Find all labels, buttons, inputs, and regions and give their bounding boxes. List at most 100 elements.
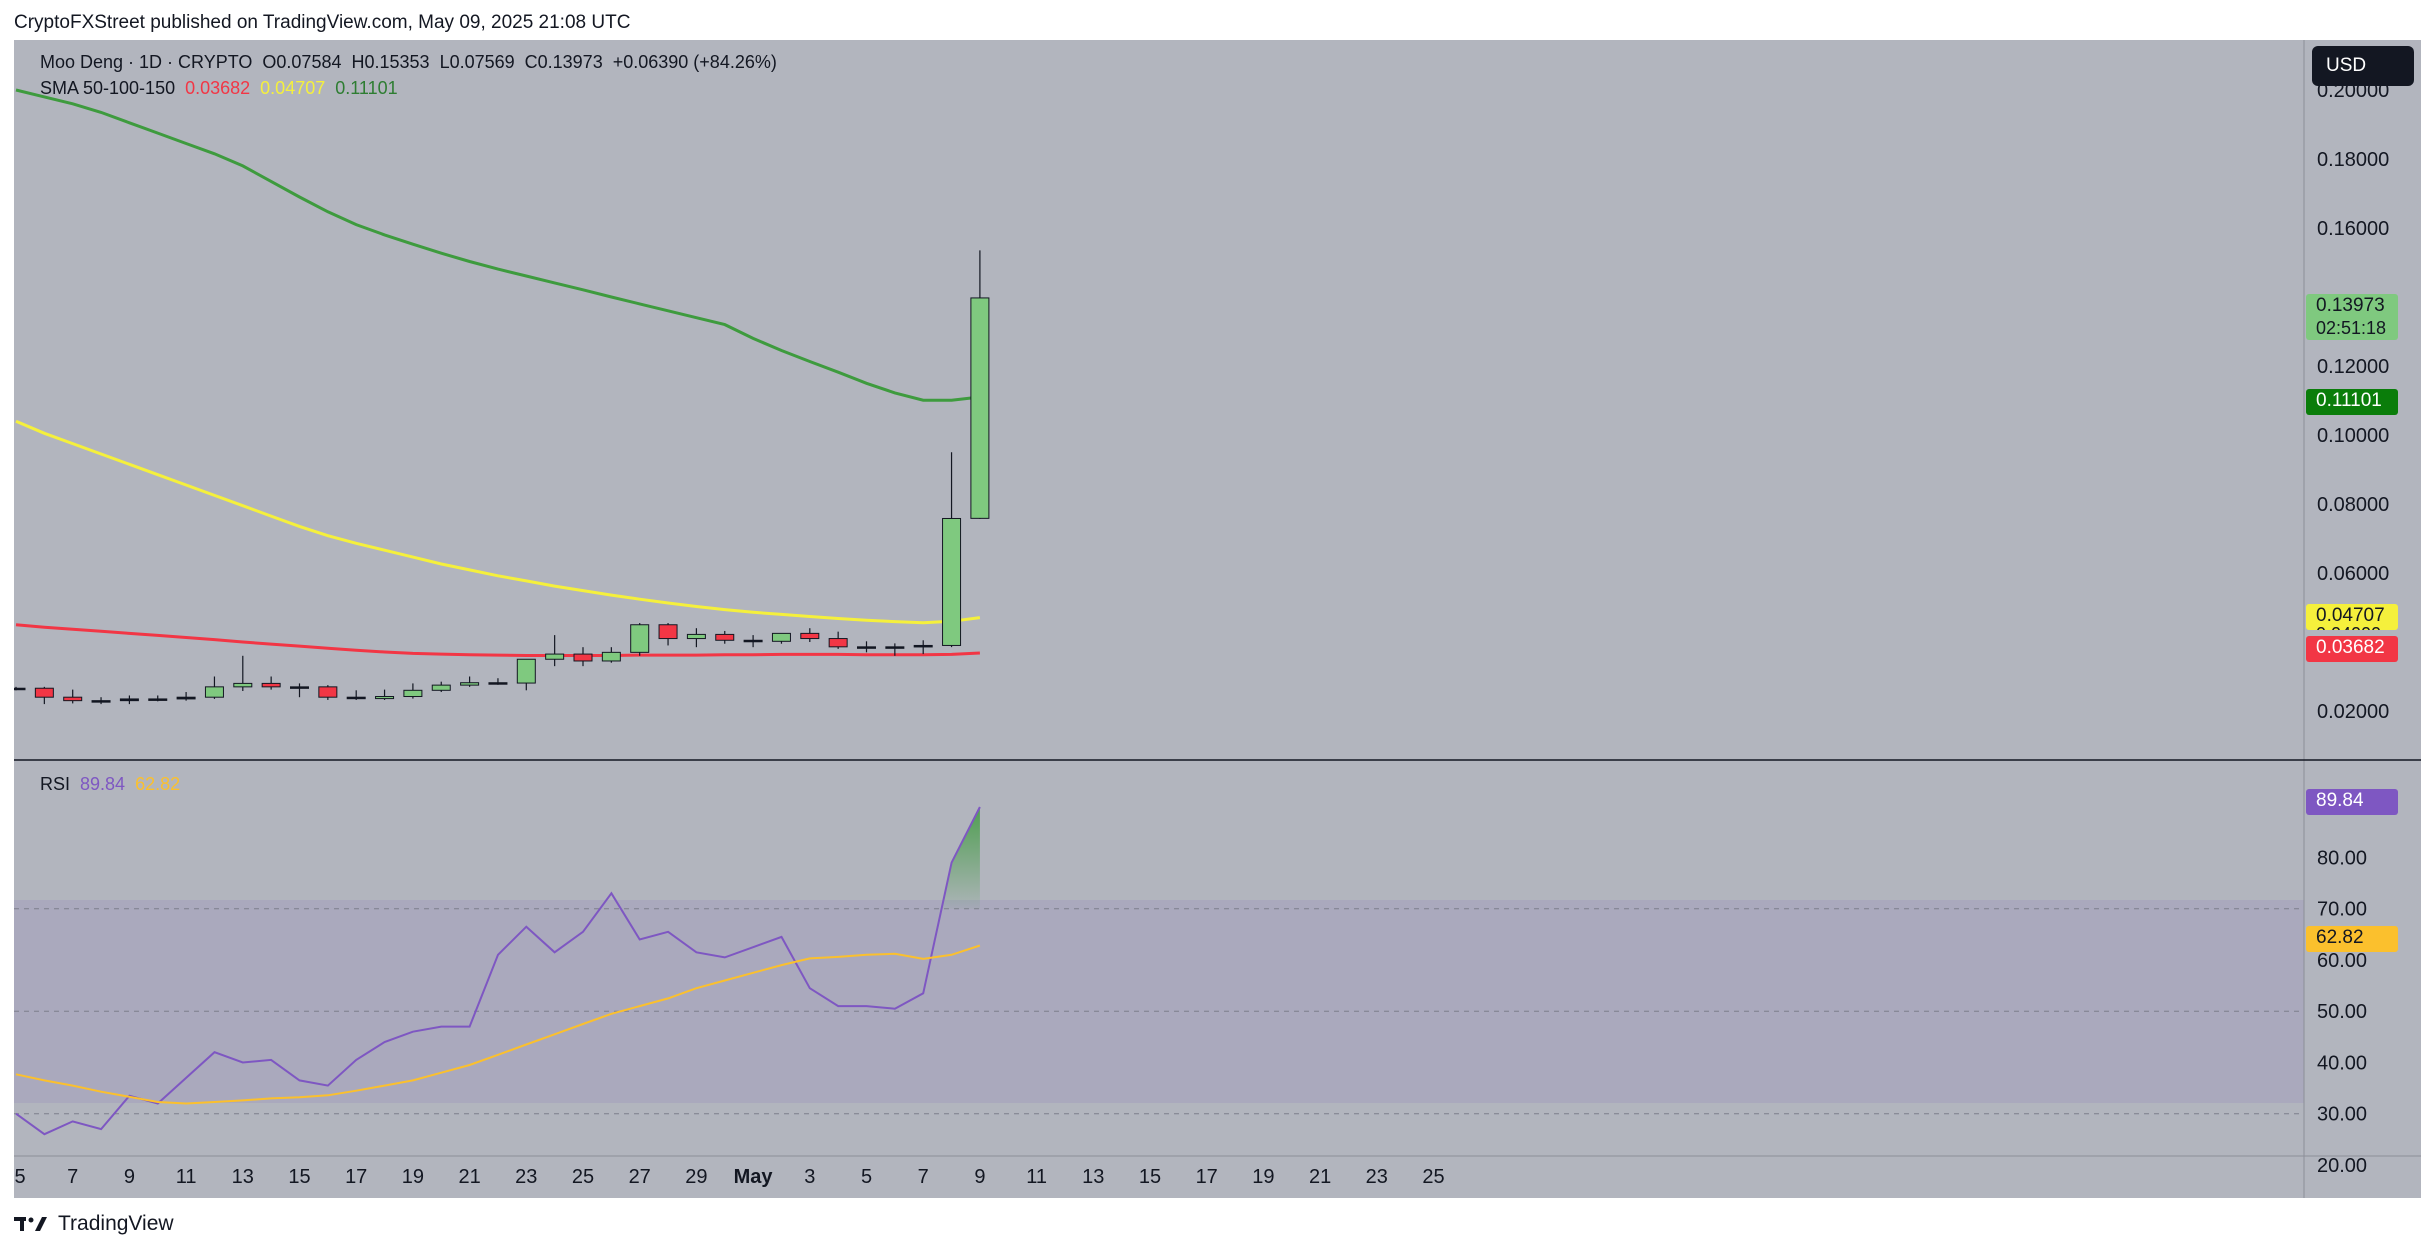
currency-button[interactable]: USD [2312,46,2414,86]
candle-body[interactable] [488,682,508,685]
candle-body[interactable] [460,682,480,686]
time-tick-label: 9 [124,1166,135,1188]
rsi-tick-label: 70.00 [2317,899,2367,921]
chart-svg[interactable]: 0.200000.180000.160000.120000.100000.080… [14,40,2421,1198]
candle-body[interactable] [970,297,990,519]
rsi-ma-line [15,944,981,1105]
time-tick-label: 3 [804,1166,815,1188]
candle-body[interactable] [942,517,962,646]
candle-body[interactable] [771,632,791,642]
candle-body[interactable] [545,653,565,660]
candle-body[interactable] [346,696,366,700]
time-tick-label: 15 [1139,1166,1161,1188]
time-axis[interactable]: 5 7 9 11 13 15 17 19 21 23 25 27 29 May 3 5 7 9 11 13 15 17 19… [14,1166,1444,1188]
rsi-legend-value: 89.84 [80,774,126,794]
sma100-value: 0.04707 [260,78,326,98]
rsi-ma-value-label: 62.82 [2306,926,2398,952]
tradingview-wordmark: TradingView [58,1212,174,1235]
candle-body[interactable] [14,687,26,691]
time-tick-label: 7 [918,1166,929,1188]
sma-legend[interactable]: SMA 50-100-150 0.03682 0.04707 0.11101 [40,78,408,99]
rsi-value-label: 89.84 [2306,789,2398,815]
time-tick-label: 5 [861,1166,872,1188]
sma150-line [15,88,981,402]
candle-body[interactable] [91,700,111,703]
bar-countdown: 02:51:18 [2316,318,2387,338]
time-tick-label: 11 [1026,1166,1047,1188]
candle-body[interactable] [119,698,139,702]
time-tick-label: 5 [14,1166,25,1188]
time-tick-label: 7 [67,1166,78,1188]
candle-body[interactable] [204,686,224,698]
sma100-price-label: 0.04707 [2306,604,2398,630]
candle-body[interactable] [743,639,763,643]
rsi-tick-label: 40.00 [2317,1052,2367,1074]
candle-body[interactable] [800,632,820,640]
candle-body[interactable] [176,696,196,700]
rsi-axis[interactable]: 80.00 70.00 60.00 50.00 40.00 30.00 20.00 [2317,847,2367,1177]
price-tick-label: 0.06000 [2317,563,2389,585]
price-axis[interactable]: 0.200000.180000.160000.120000.100000.080… [2317,80,2389,723]
price-tick-label: 0.02000 [2317,701,2389,723]
price-tick-label: 0.18000 [2317,149,2389,171]
last-price-value: 0.13973 [2316,295,2385,316]
price-tick-label: 0.16000 [2317,218,2389,240]
price-tick-label: 0.08000 [2317,494,2389,516]
time-tick-label: 15 [288,1166,310,1188]
rsi-label[interactable]: RSI [40,774,71,794]
time-tick-label: 21 [458,1166,480,1188]
candle-body[interactable] [516,658,536,684]
candle-body[interactable] [233,682,253,688]
time-tick-label: 13 [232,1166,254,1188]
candle-body[interactable] [828,638,848,648]
candle-body[interactable] [431,684,451,691]
ohlc-close: C0.13973 [524,52,603,72]
candle-body[interactable] [318,686,338,698]
time-tick-label: May [734,1166,774,1188]
time-tick-label: 23 [515,1166,537,1188]
symbol-line[interactable]: Moo Deng · 1D · CRYPTO [40,52,253,72]
candle-body[interactable] [686,633,706,640]
candle-body[interactable] [658,624,678,640]
candle-body[interactable] [913,644,933,648]
candle-body[interactable] [290,686,309,689]
candle-body[interactable] [63,696,83,702]
candle-body[interactable] [403,689,423,698]
candle-body[interactable] [375,696,395,700]
candle-body[interactable] [34,687,54,698]
hidden-price-label: 0.04000 [2306,622,2398,630]
time-tick-label: 11 [176,1166,197,1188]
candle-body[interactable] [857,646,876,649]
candle-body[interactable] [715,633,735,641]
sma50-price-label: 0.03682 [2306,636,2398,662]
candle-body[interactable] [601,651,621,662]
rsi-line [15,806,981,1136]
candles[interactable] [14,250,990,705]
ohlc-low: L0.07569 [439,52,515,72]
candle-body[interactable] [630,624,650,653]
time-tick-label: 19 [1252,1166,1274,1188]
rsi-tick-label: 30.00 [2317,1104,2367,1126]
time-tick-label: 17 [1196,1166,1218,1188]
rsi-tick-label: 60.00 [2317,950,2367,972]
rsi-tick-label: 20.00 [2317,1155,2367,1177]
symbol-legend[interactable]: Moo Deng · 1D · CRYPTO O0.07584 H0.15353 L0… [40,52,787,73]
sma50-value: 0.03682 [185,78,251,98]
candle-body[interactable] [261,682,281,688]
tradingview-footer[interactable]: TradingView [14,1212,174,1236]
rsi-levels [14,908,2304,1115]
sma150-value: 0.11101 [335,78,398,98]
time-tick-label: 21 [1309,1166,1331,1188]
candle-body[interactable] [573,653,593,662]
ohlc-high: H0.15353 [351,52,430,72]
rsi-legend[interactable]: RSI 89.84 62.82 [40,774,190,795]
time-tick-label: 9 [974,1166,985,1188]
rsi-ma-legend-value: 62.82 [135,774,181,794]
candle-body[interactable] [148,698,168,701]
chart-area[interactable]: 0.20000 0.18000 0.16000 0.12000 0.10000 0.080… [14,40,2421,1198]
last-price-label: 0.13973 02:51:18 [2306,294,2398,340]
candle-body[interactable] [885,646,905,649]
sma-label[interactable]: SMA 50-100-150 [40,78,176,98]
rsi-overbought-fill [941,807,980,909]
time-tick-label: 19 [402,1166,424,1188]
